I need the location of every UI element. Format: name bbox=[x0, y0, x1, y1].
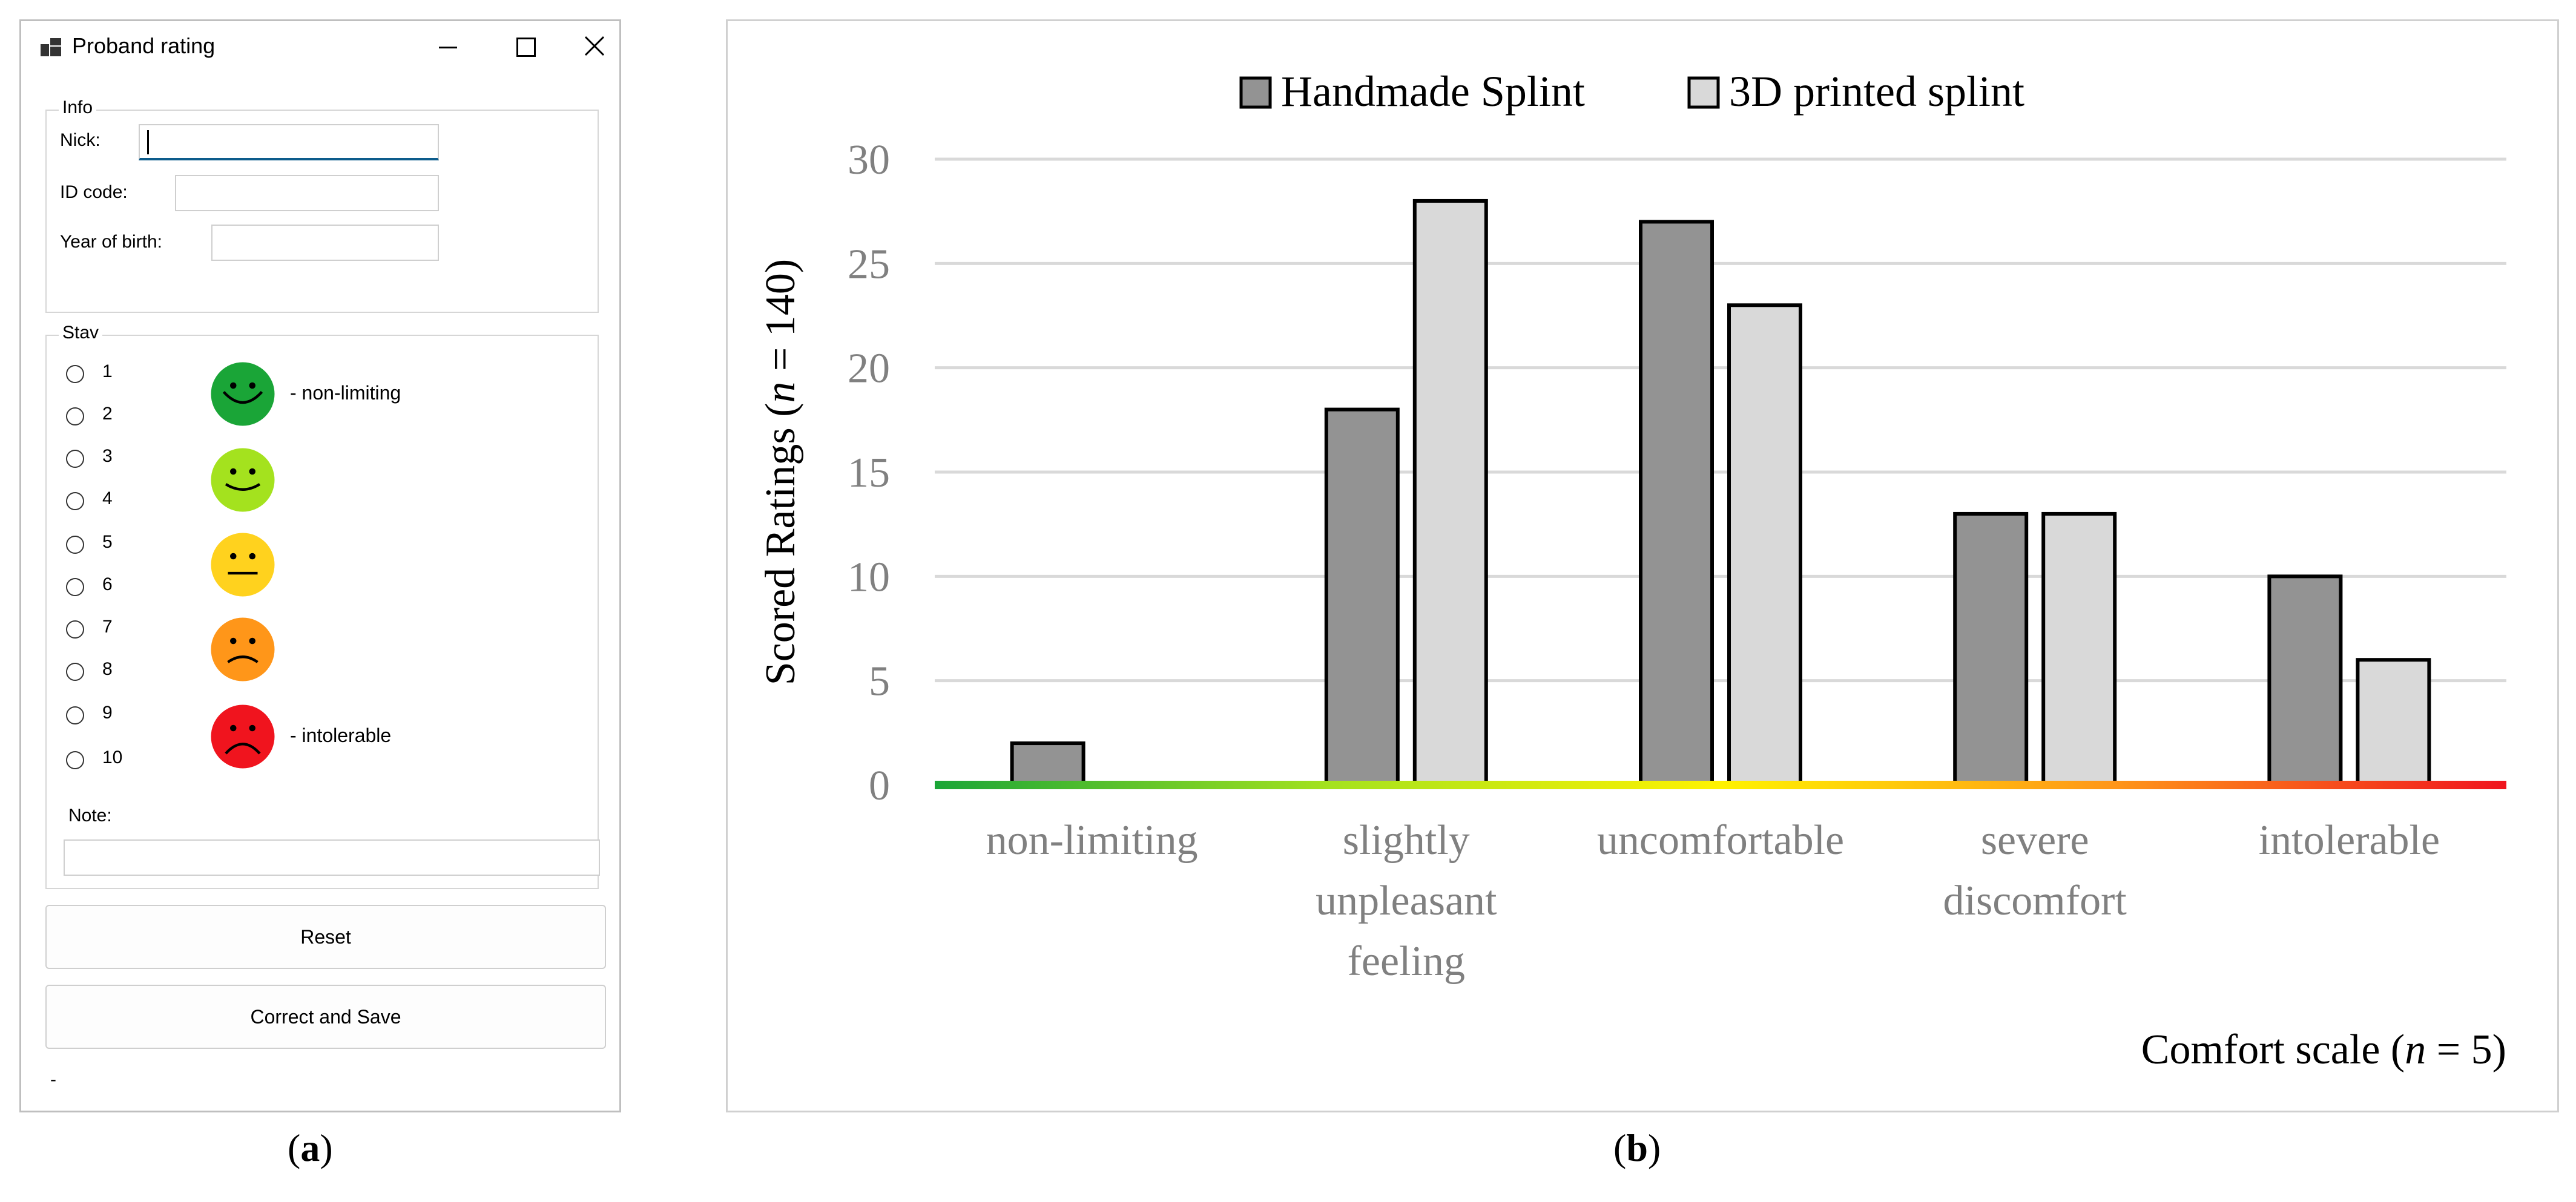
proband-rating-window: Proband rating Info Nick: ID code: Year … bbox=[19, 19, 621, 1112]
rating-radio-label: 9 bbox=[102, 703, 113, 723]
bar-3d-printed bbox=[1727, 303, 1802, 787]
neutral-face-icon bbox=[211, 533, 275, 597]
minimize-button[interactable] bbox=[409, 21, 486, 73]
bar-handmade bbox=[1639, 220, 1714, 787]
comfort-baseline-gradient bbox=[935, 781, 2506, 789]
window-title: Proband rating bbox=[72, 33, 216, 58]
info-group: Info Nick: ID code: Year of birth: bbox=[45, 97, 599, 313]
year-of-birth-label: Year of birth: bbox=[60, 232, 162, 252]
close-icon bbox=[584, 36, 605, 56]
stav-group: Stav 1 2 3 4 5 6 7 8 9 10 - non-limiting - intoler… bbox=[45, 323, 600, 889]
caption-a-letter: a bbox=[300, 1126, 320, 1169]
status-text: - bbox=[50, 1069, 56, 1089]
maximize-button[interactable] bbox=[486, 21, 564, 73]
y-tick-label: 30 bbox=[848, 137, 890, 183]
nick-input[interactable] bbox=[139, 124, 439, 160]
app-icon bbox=[41, 38, 61, 56]
rating-radio-7[interactable] bbox=[66, 620, 84, 639]
id-code-label: ID code: bbox=[60, 182, 128, 202]
rating-radio-label: 1 bbox=[102, 361, 113, 381]
chart-panel: 0 5 10 15 20 25 30 non-limiting slightly unpleas… bbox=[726, 19, 2559, 1112]
x-axis-label: Comfort scale (n = 5) bbox=[2141, 1026, 2506, 1073]
sad-face-icon bbox=[211, 617, 275, 681]
rating-radio-label: 3 bbox=[102, 446, 113, 466]
rating-radio-label: 10 bbox=[102, 747, 123, 767]
rating-radio-4[interactable] bbox=[66, 492, 84, 510]
x-axis-categories: non-limiting slightly unpleasant feeling unc… bbox=[986, 817, 2440, 985]
rating-radio-8[interactable] bbox=[66, 663, 84, 681]
gridlines bbox=[935, 157, 2506, 683]
y-tick-label: 15 bbox=[848, 450, 890, 496]
rating-radio-9[interactable] bbox=[66, 706, 84, 724]
correct-and-save-button[interactable]: Correct and Save bbox=[45, 985, 606, 1049]
very-sad-face-icon bbox=[211, 704, 275, 769]
minimize-icon bbox=[439, 47, 457, 48]
x-category-label: intolerable bbox=[2259, 817, 2440, 864]
rating-radio-2[interactable] bbox=[66, 407, 84, 425]
rating-radio-label: 4 bbox=[102, 488, 113, 508]
y-tick-label: 5 bbox=[869, 658, 890, 705]
rating-radio-label: 2 bbox=[102, 404, 113, 424]
x-category-label: non-limiting bbox=[986, 817, 1198, 864]
year-of-birth-input[interactable] bbox=[211, 225, 439, 261]
caption-b: (b) bbox=[1613, 1126, 1661, 1169]
rating-radio-label: 6 bbox=[102, 574, 113, 594]
nick-label: Nick: bbox=[60, 130, 100, 150]
x-category-label: slightly unpleasant feeling bbox=[1316, 817, 1497, 985]
legend-label: 3D printed splint bbox=[1729, 67, 2024, 116]
note-input[interactable] bbox=[64, 839, 600, 876]
rating-radio-10[interactable] bbox=[66, 751, 84, 769]
stav-group-legend: Stav bbox=[59, 323, 103, 343]
legend-swatch bbox=[1687, 76, 1720, 109]
legend-label: Handmade Splint bbox=[1281, 67, 1585, 116]
info-group-legend: Info bbox=[59, 97, 97, 118]
x-category-label: uncomfortable bbox=[1597, 817, 1844, 864]
x-category-label: severe discomfort bbox=[1943, 817, 2127, 924]
bar-3d-printed bbox=[2356, 658, 2431, 787]
rating-radio-3[interactable] bbox=[66, 450, 84, 468]
reset-button[interactable]: Reset bbox=[45, 905, 606, 969]
bar-3d-printed bbox=[2041, 511, 2117, 787]
rating-radio-label: 8 bbox=[102, 659, 113, 679]
rating-radio-5[interactable] bbox=[66, 536, 84, 554]
caption-b-letter: b bbox=[1626, 1126, 1648, 1169]
maximize-icon bbox=[516, 38, 536, 57]
bars bbox=[1010, 199, 2431, 787]
very-happy-face-icon bbox=[211, 362, 275, 426]
bar-chart: 0 5 10 15 20 25 30 non-limiting slightly unpleas… bbox=[757, 67, 2506, 1073]
caption-a: (a) bbox=[288, 1126, 333, 1169]
legend-swatch bbox=[1239, 76, 1272, 109]
bar-handmade bbox=[1324, 407, 1400, 787]
close-button[interactable] bbox=[564, 21, 619, 73]
y-tick-label: 0 bbox=[869, 763, 890, 809]
y-axis-ticks: 0 5 10 15 20 25 30 bbox=[848, 137, 890, 809]
bar-handmade bbox=[2267, 574, 2343, 787]
text-caret bbox=[147, 130, 149, 154]
bar-3d-printed bbox=[1412, 199, 1488, 787]
rating-radio-1[interactable] bbox=[66, 365, 84, 383]
rating-radio-6[interactable] bbox=[66, 578, 84, 596]
y-tick-label: 25 bbox=[848, 241, 890, 287]
id-code-input[interactable] bbox=[175, 175, 439, 211]
title-bar[interactable]: Proband rating bbox=[21, 21, 619, 73]
y-axis-label: Scored Ratings (n = 140) bbox=[757, 259, 804, 685]
face-note: - non-limiting bbox=[290, 382, 401, 404]
note-label: Note: bbox=[68, 806, 112, 826]
y-tick-label: 20 bbox=[848, 346, 890, 392]
rating-radio-label: 7 bbox=[102, 617, 113, 637]
face-note: - intolerable bbox=[290, 724, 392, 746]
y-tick-label: 10 bbox=[848, 554, 890, 600]
rating-radio-label: 5 bbox=[102, 532, 113, 552]
bar-handmade bbox=[1010, 741, 1085, 787]
bar-handmade bbox=[1953, 511, 2029, 787]
happy-face-icon bbox=[211, 448, 275, 512]
legend: Handmade Splint 3D printed splint bbox=[1239, 67, 2024, 116]
